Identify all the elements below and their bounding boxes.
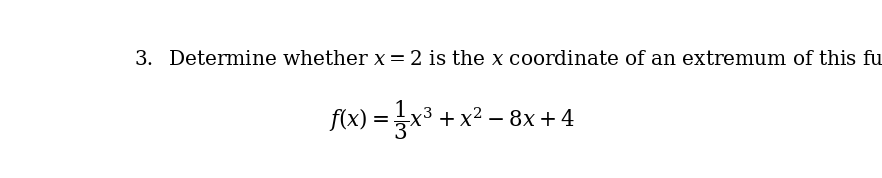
Text: 3.: 3. [134, 50, 153, 69]
Text: $f(x) = \dfrac{1}{3}x^3 + x^2 - 8x + 4$: $f(x) = \dfrac{1}{3}x^3 + x^2 - 8x + 4$ [329, 98, 575, 142]
Text: Determine whether $x = 2$ is the $x$ coordinate of an extremum of this function:: Determine whether $x = 2$ is the $x$ coo… [168, 50, 882, 69]
